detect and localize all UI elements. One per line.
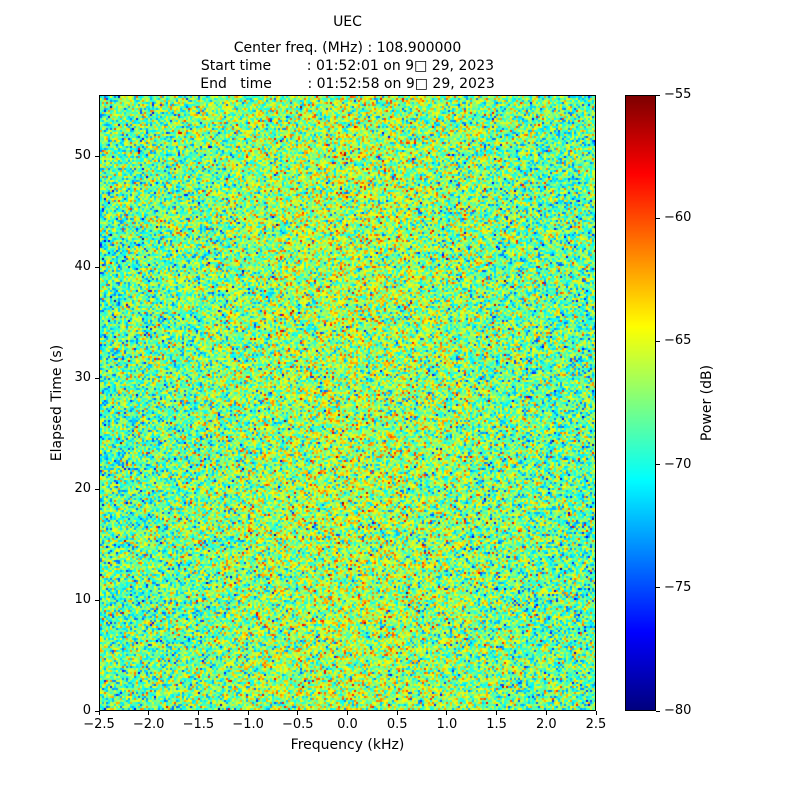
header-line: Center freq. (MHz) : 108.900000 <box>233 40 462 56</box>
x-tick-mark <box>98 711 100 715</box>
x-tick-label: 1.5 <box>486 717 507 732</box>
y-tick-label: 20 <box>74 481 91 497</box>
x-tick-label: 0.0 <box>337 717 358 732</box>
x-tick-mark <box>297 711 299 715</box>
y-tick-mark <box>95 155 99 157</box>
y-tick-mark <box>95 599 99 601</box>
colorbar-tick-mark <box>656 464 660 466</box>
x-tick-label: 1.0 <box>436 717 458 732</box>
x-tick-label: −2.5 <box>83 717 115 732</box>
colorbar-tick-label: −65 <box>664 333 692 349</box>
y-tick-label: 50 <box>74 148 91 164</box>
x-tick-label: 2.5 <box>585 717 607 732</box>
header-line: Start time : 01:52:01 on 9□ 29, 2023 <box>200 58 495 74</box>
colorbar <box>625 95 656 711</box>
y-tick-mark <box>95 266 99 268</box>
colorbar-tick-label: −55 <box>664 87 692 102</box>
x-tick-mark <box>347 711 348 715</box>
y-tick-mark <box>95 377 99 379</box>
x-tick-label: 2.0 <box>535 717 557 732</box>
x-tick-mark <box>396 711 398 715</box>
colorbar-tick-mark <box>656 217 660 219</box>
x-tick-mark <box>197 711 199 715</box>
colorbar-tick-mark <box>656 587 660 589</box>
colorbar-tick-mark <box>656 710 660 712</box>
y-tick-label: 10 <box>74 592 91 607</box>
x-tick-mark <box>247 711 249 715</box>
x-tick-label: −0.5 <box>282 717 314 732</box>
x-tick-mark <box>545 711 547 715</box>
colorbar-tick-label: −75 <box>664 579 692 595</box>
y-tick-label: 40 <box>74 259 91 275</box>
x-tick-mark <box>148 711 150 715</box>
colorbar-tick-mark <box>656 94 660 96</box>
x-tick-mark <box>595 711 597 715</box>
x-tick-label: −2.0 <box>132 717 165 732</box>
y-tick-mark <box>95 710 99 712</box>
colorbar-tick-label: −80 <box>664 703 692 718</box>
plot-area <box>99 95 596 711</box>
y-tick-label: 30 <box>74 370 91 386</box>
x-tick-mark <box>446 711 448 715</box>
y-axis-label: Elapsed Time (s) <box>49 344 65 462</box>
spectrogram-heatmap <box>100 96 595 710</box>
x-tick-label: 0.5 <box>386 717 408 732</box>
colorbar-tick-label: −70 <box>664 456 692 472</box>
y-tick-mark <box>95 488 99 490</box>
x-tick-label: −1.5 <box>182 717 215 732</box>
header-line: End time : 01:52:58 on 9□ 29, 2023 <box>200 76 495 92</box>
colorbar-gradient <box>626 96 655 710</box>
x-tick-mark <box>496 711 498 715</box>
colorbar-tick-label: −60 <box>664 210 692 226</box>
colorbar-label: Power (dB) <box>699 364 715 442</box>
chart-title: UEC <box>333 14 362 30</box>
x-tick-label: −1.0 <box>232 717 264 732</box>
y-tick-label: 0 <box>82 703 91 718</box>
colorbar-tick-mark <box>656 340 660 342</box>
x-axis-label: Frequency (kHz) <box>290 737 405 753</box>
